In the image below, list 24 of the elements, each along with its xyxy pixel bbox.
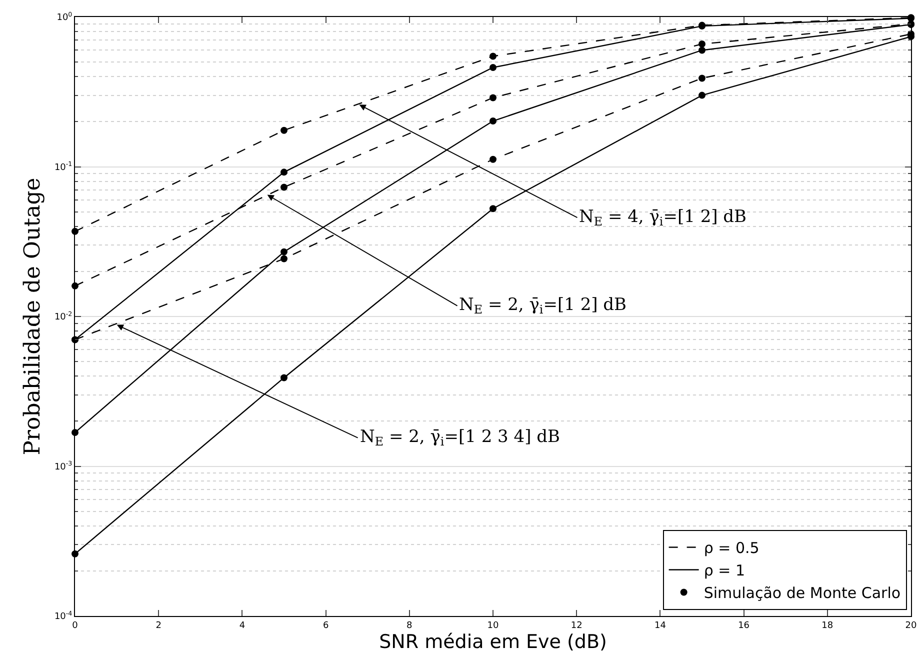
y-tick-label: 10$^{-2}$ xyxy=(54,310,72,323)
x-tick-label: 2 xyxy=(156,620,162,631)
x-axis-title: SNR média em Eve (dB) xyxy=(379,630,607,653)
annotation: N$_{E}$ = 4, γ̄$_{i}$=[1 2] dB xyxy=(579,207,747,229)
legend-label: ρ = 0.5 xyxy=(704,539,760,558)
x-tick-label: 16 xyxy=(738,620,750,631)
annotation: N$_{E}$ = 2, γ̄$_{i}$=[1 2] dB xyxy=(459,295,627,317)
x-tick-label: 0 xyxy=(72,620,78,631)
legend-label: Simulação de Monte Carlo xyxy=(704,584,901,602)
x-tick-label: 6 xyxy=(322,620,329,631)
x-tick-label: 18 xyxy=(822,620,834,631)
y-tick-label: 10$^{-3}$ xyxy=(54,460,72,472)
y-tick-label: 10$^{-1}$ xyxy=(54,161,72,173)
x-tick-label: 12 xyxy=(570,620,582,631)
y-tick-label: 10$^{-4}$ xyxy=(54,610,72,622)
x-tick-label: 8 xyxy=(406,620,413,631)
y-axis-title: Probabilidade de Outage xyxy=(20,178,46,456)
x-tick-label: 10 xyxy=(487,620,499,631)
x-tick-label: 14 xyxy=(654,620,666,631)
legend-label: ρ = 1 xyxy=(704,562,745,580)
annotation: N$_{E}$ = 2, γ̄$_{i}$=[1 2 3 4] dB xyxy=(360,427,560,449)
x-tick-label: 20 xyxy=(905,620,917,631)
y-tick-label: 10$^{0}$ xyxy=(56,11,72,24)
x-tick-label: 4 xyxy=(239,620,246,631)
